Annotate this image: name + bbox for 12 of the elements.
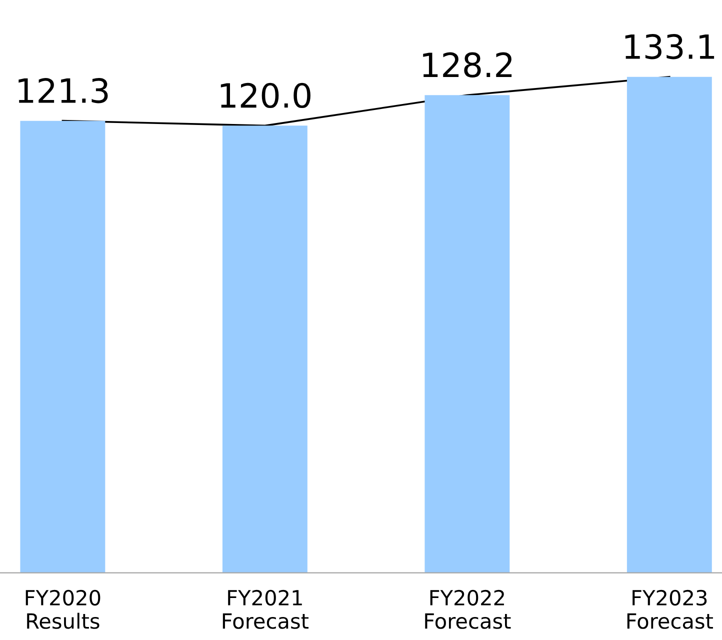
x-tick-label: FY2021 Forecast	[222, 590, 308, 629]
bar	[222, 126, 308, 573]
data-label: 133.1	[625, 34, 714, 60]
data-label: 120.0	[220, 82, 310, 108]
data-label: 121.3	[18, 78, 108, 104]
bar	[20, 120, 106, 573]
bar	[424, 95, 510, 573]
data-label: 128.2	[423, 52, 512, 78]
bar	[626, 76, 712, 573]
x-tick-label: FY2023 Forecast	[627, 590, 713, 629]
x-tick-label: FY2020 Results	[26, 590, 100, 629]
x-tick-label: FY2022 Forecast	[425, 590, 511, 629]
